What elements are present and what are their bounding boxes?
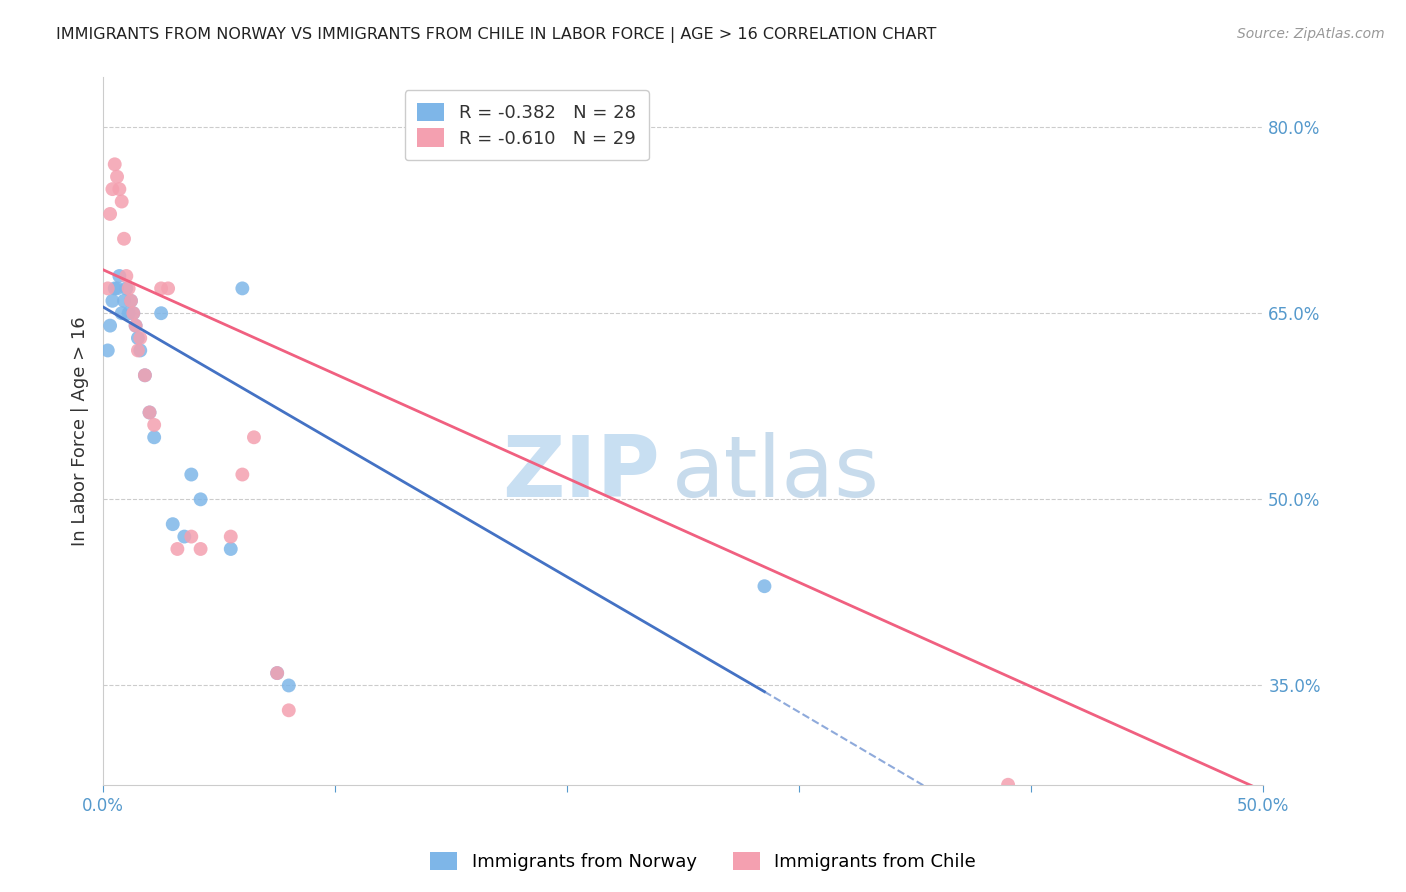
Point [143, 430, 166, 444]
Text: atlas: atlas [672, 432, 880, 515]
Point [118, 281, 141, 295]
Point [111, 194, 134, 209]
Point [190, 541, 212, 556]
Point [138, 405, 160, 419]
Point [124, 318, 146, 333]
Point [104, 157, 127, 171]
Point [97, 343, 120, 358]
Point [173, 530, 195, 544]
Point [754, 579, 776, 593]
Point [120, 293, 142, 308]
Point [101, 293, 124, 308]
Y-axis label: In Labor Force | Age > 16: In Labor Force | Age > 16 [72, 317, 89, 546]
Point [98, 318, 121, 333]
Point [277, 678, 299, 692]
Point [143, 417, 166, 432]
Point [231, 281, 253, 295]
Point [115, 281, 138, 295]
Point [266, 666, 288, 681]
Point [166, 541, 188, 556]
Legend: Immigrants from Norway, Immigrants from Chile: Immigrants from Norway, Immigrants from … [423, 845, 983, 879]
Point [104, 281, 127, 295]
Point [97, 281, 120, 295]
Point [243, 430, 266, 444]
Point [129, 331, 152, 345]
Text: ZIP: ZIP [502, 432, 659, 515]
Point [266, 666, 288, 681]
Legend: R = -0.382   N = 28, R = -0.610   N = 29: R = -0.382 N = 28, R = -0.610 N = 29 [405, 90, 648, 161]
Point [219, 530, 242, 544]
Point [101, 182, 124, 196]
Point [98, 207, 121, 221]
Point [134, 368, 156, 383]
Point [108, 182, 131, 196]
Point [219, 541, 242, 556]
Point [277, 703, 299, 717]
Point [150, 281, 173, 295]
Point [122, 306, 145, 320]
Point [111, 306, 134, 320]
Point [112, 293, 135, 308]
Point [138, 405, 160, 419]
Point [127, 331, 149, 345]
Point [120, 293, 142, 308]
Point [127, 343, 149, 358]
Point [105, 281, 128, 295]
Point [190, 492, 212, 507]
Point [122, 306, 145, 320]
Point [105, 169, 128, 184]
Point [129, 343, 152, 358]
Point [108, 268, 131, 283]
Point [231, 467, 253, 482]
Point [997, 778, 1019, 792]
Point [180, 467, 202, 482]
Point [134, 368, 156, 383]
Point [180, 530, 202, 544]
Point [150, 306, 173, 320]
Point [157, 281, 180, 295]
Text: Source: ZipAtlas.com: Source: ZipAtlas.com [1237, 27, 1385, 41]
Point [112, 232, 135, 246]
Point [124, 318, 146, 333]
Point [115, 268, 138, 283]
Point [162, 517, 184, 532]
Point [118, 306, 141, 320]
Text: IMMIGRANTS FROM NORWAY VS IMMIGRANTS FROM CHILE IN LABOR FORCE | AGE > 16 CORREL: IMMIGRANTS FROM NORWAY VS IMMIGRANTS FRO… [56, 27, 936, 43]
